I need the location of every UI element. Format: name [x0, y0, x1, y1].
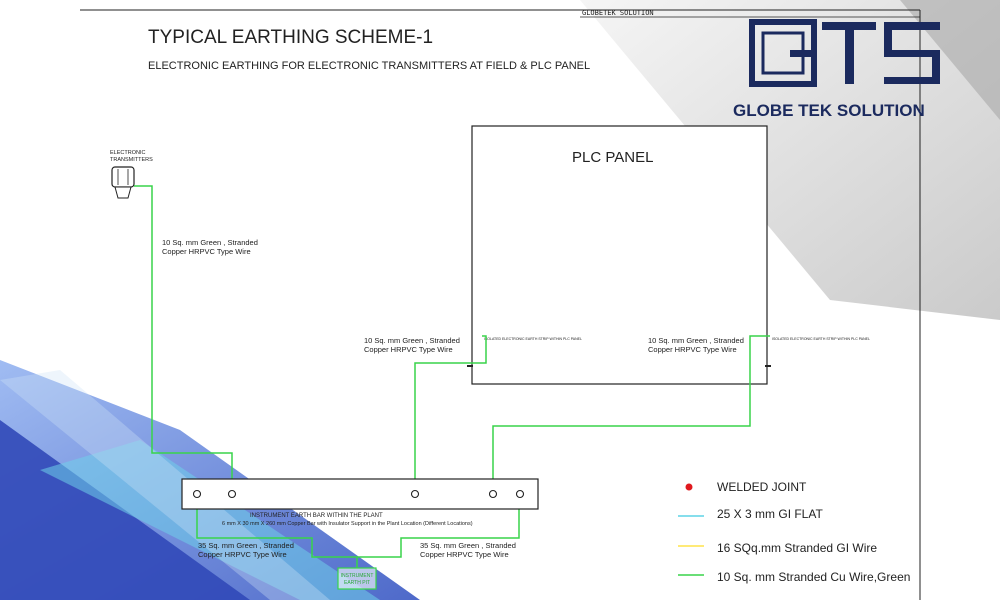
- wire-label-plc-right-2: Copper HRPVC Type Wire: [648, 345, 737, 354]
- earth-bar-terminal: [192, 489, 202, 499]
- instrument-earth-pit: [337, 567, 377, 590]
- wire-label-pit-right-2: Copper HRPVC Type Wire: [420, 550, 509, 559]
- plc-panel: [471, 125, 768, 385]
- wire-transmitter: [134, 185, 233, 490]
- legend-item-gi-wire: 16 SQq.mm Stranded GI Wire: [717, 541, 877, 555]
- page-subtitle: ELECTRONIC EARTHING FOR ELECTRONIC TRANS…: [148, 60, 590, 72]
- earth-bar-terminal: [410, 489, 420, 499]
- instrument-earth-bar: [181, 478, 539, 510]
- earth-bar-terminal: [488, 489, 498, 499]
- page-title: TYPICAL EARTHING SCHEME-1: [148, 27, 433, 48]
- wire-label-pit-left-2: Copper HRPVC Type Wire: [198, 550, 287, 559]
- legend: WELDED JOINT 25 X 3 mm GI FLAT 16 SQq.mm…: [678, 480, 910, 584]
- earth-bar-terminal: [515, 489, 525, 499]
- earth-pit-label-2: EARTH PIT: [344, 580, 370, 586]
- header-stamp: GLOBETEK SOLUTION: [582, 9, 654, 17]
- earth-pit-label-1: INSTRUMENT: [341, 573, 374, 579]
- legend-item-gi-flat: 25 X 3 mm GI FLAT: [717, 507, 823, 521]
- wire-label-pit-left-1: 35 Sq. mm Green , Stranded: [198, 541, 294, 550]
- wire-label-pit-right-1: 35 Sq. mm Green , Stranded: [420, 541, 516, 550]
- wire-label-plc-right-1: 10 Sq. mm Green , Stranded: [648, 336, 744, 345]
- earth-bar-label-1: INSTRUMENT EARTH BAR WITHIN THE PLANT: [250, 513, 383, 519]
- wire-label-transmitter-2: Copper HRPVC Type Wire: [162, 247, 251, 256]
- legend-item-welded-joint: WELDED JOINT: [717, 480, 807, 494]
- earth-bar-terminal: [227, 489, 237, 499]
- gts-logo: [749, 19, 940, 87]
- plc-right-strip-note: ISOLATED ELECTRONIC EARTH STRIP WITHIN P…: [772, 337, 870, 341]
- brand-name: GLOBE TEK SOLUTION: [733, 101, 925, 120]
- drawing-frame: [80, 9, 921, 600]
- wire-label-transmitter-1: 10 Sq. mm Green , Stranded: [162, 238, 258, 247]
- transmitter-label-1: ELECTRONIC: [110, 150, 145, 156]
- transmitter-icon: [111, 166, 135, 199]
- wire-plc-left: [414, 335, 487, 490]
- green-wires: [134, 185, 770, 568]
- transmitter-label-2: TRANSMITTERS: [110, 157, 153, 163]
- wire-label-plc-left-1: 10 Sq. mm Green , Stranded: [364, 336, 460, 345]
- wire-plc-right: [492, 335, 770, 490]
- wire-label-plc-left-2: Copper HRPVC Type Wire: [364, 345, 453, 354]
- earth-bar-terminals: [192, 489, 525, 499]
- earth-bar-label-2: 6 mm X 30 mm X 260 mm Copper Bar with In…: [222, 521, 473, 527]
- plc-panel-title: PLC PANEL: [572, 149, 653, 166]
- legend-item-cu-wire: 10 Sq. mm Stranded Cu Wire,Green: [717, 570, 910, 584]
- legend-welded-joint-icon: [685, 483, 693, 491]
- plc-left-strip-note: ISOLATED ELECTRONIC EARTH STRIP WITHIN P…: [484, 337, 582, 341]
